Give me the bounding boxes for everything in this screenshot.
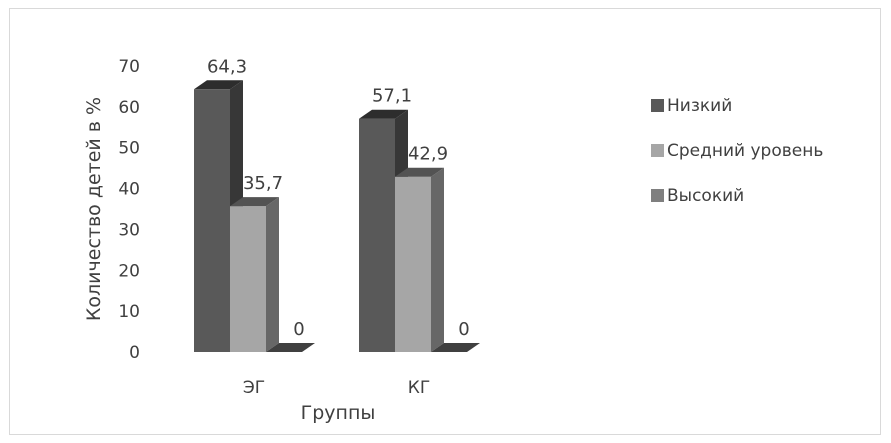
legend-item: Средний уровень xyxy=(651,141,823,161)
x-axis-title: Группы xyxy=(301,402,376,424)
legend-swatch xyxy=(651,99,664,112)
x-axis-categories: ЭГ КГ xyxy=(243,378,430,398)
y-tick-label: 40 xyxy=(118,180,140,200)
bar-front xyxy=(230,206,266,352)
legend-swatch xyxy=(651,144,664,157)
x-category-label: КГ xyxy=(408,378,430,398)
data-label: 0 xyxy=(293,319,304,340)
legend-label: Средний уровень xyxy=(667,141,823,161)
bars: 64,3 35,7 0 57,1 42,9 0 xyxy=(194,56,480,352)
bar xyxy=(230,197,279,352)
y-tick-label: 20 xyxy=(118,261,140,281)
legend-label: Низкий xyxy=(667,96,732,116)
chart-frame xyxy=(9,8,881,435)
y-tick-label: 50 xyxy=(118,139,140,159)
data-label: 42,9 xyxy=(408,144,448,165)
legend-item: Высокий xyxy=(651,186,744,206)
bar-front xyxy=(395,176,431,352)
y-axis-ticks: 0 10 20 30 40 50 60 70 xyxy=(118,57,140,363)
bar-side xyxy=(431,167,444,352)
bar-side xyxy=(266,197,279,352)
y-tick-label: 60 xyxy=(118,98,140,118)
bar-top xyxy=(431,343,480,352)
bar xyxy=(431,343,480,352)
y-tick-label: 10 xyxy=(118,302,140,322)
legend: Низкий Средний уровень Высокий xyxy=(651,96,823,206)
y-axis-title: Количество детей в % xyxy=(83,97,105,321)
bar-top xyxy=(359,109,408,119)
y-tick-label: 30 xyxy=(118,220,140,240)
bar-front xyxy=(194,89,230,352)
bar-top xyxy=(266,343,315,352)
data-label: 64,3 xyxy=(207,56,247,77)
data-label: 57,1 xyxy=(372,86,412,107)
bar-front xyxy=(359,118,395,352)
x-category-label: ЭГ xyxy=(243,378,265,398)
legend-swatch xyxy=(651,189,664,202)
bar-top xyxy=(230,197,279,207)
legend-item: Низкий xyxy=(651,96,732,116)
legend-label: Высокий xyxy=(667,186,744,206)
data-label: 0 xyxy=(458,319,469,340)
data-label: 35,7 xyxy=(243,173,283,194)
bar xyxy=(395,167,444,352)
bar-top xyxy=(194,80,243,90)
bar xyxy=(266,343,315,352)
bar-top xyxy=(395,167,444,177)
y-tick-label: 70 xyxy=(118,57,140,77)
y-tick-label: 0 xyxy=(129,343,140,363)
